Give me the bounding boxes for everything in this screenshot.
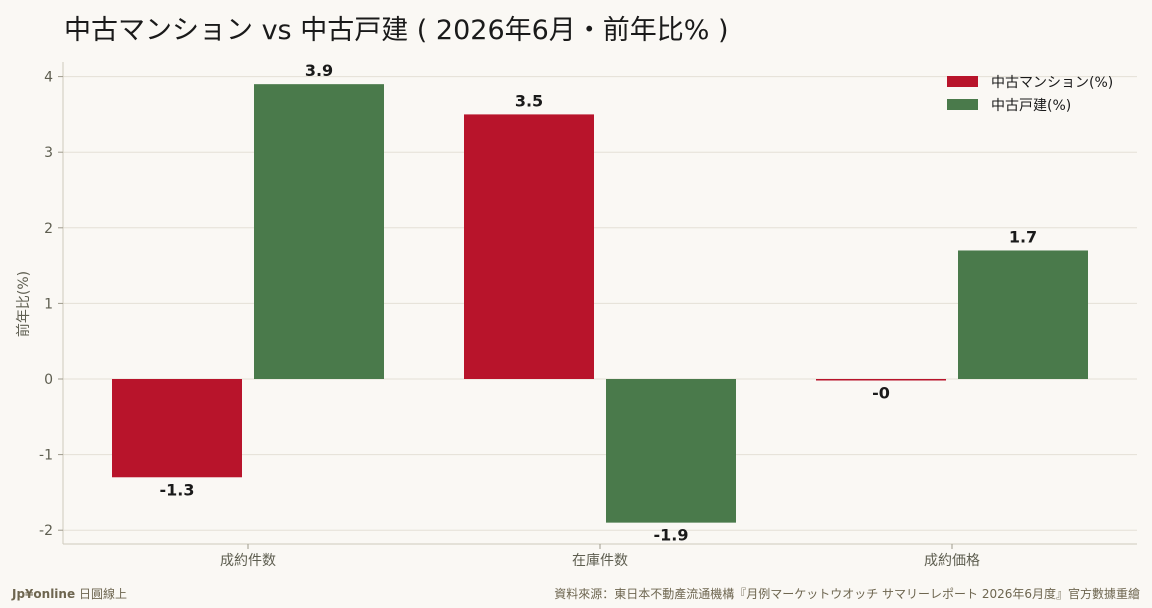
legend-label-house: 中古戸建(%): [991, 98, 1071, 114]
bar: [254, 84, 384, 379]
footer-source: 資料來源：東日本不動產流通機構『月例マーケットウオッチ サマリーレポート 202…: [554, 587, 1140, 601]
chart-title: 中古マンション vs 中古戸建 ( 2026年6月・前年比% ): [64, 15, 729, 46]
bar: [958, 250, 1088, 379]
y-tick-label: 4: [44, 70, 53, 86]
y-tick-label: 1: [44, 296, 53, 312]
bar-value-label: 3.5: [515, 91, 543, 110]
y-tick-label: -1: [39, 448, 53, 464]
bar: [464, 114, 594, 380]
value-labels: -1.3 3.5 -0 3.9 -1.9 1.7: [160, 61, 1038, 544]
y-tick-label: 3: [44, 145, 53, 161]
x-tick-label: 在庫件数: [572, 552, 628, 569]
x-ticks: 成約件数 在庫件数 成約価格: [220, 544, 980, 569]
bar: [816, 379, 946, 381]
bar-value-label: -1.3: [160, 480, 195, 499]
legend-swatch-house: [947, 99, 978, 110]
y-tick-label: 0: [44, 372, 53, 388]
bar: [112, 379, 242, 478]
bar-value-label: 3.9: [305, 61, 333, 80]
y-tick-label: 2: [44, 221, 53, 237]
bars: [112, 84, 1088, 523]
bar-value-label: -0: [872, 384, 890, 403]
legend-label-mansion: 中古マンション(%): [991, 75, 1113, 91]
legend: 中古マンション(%) 中古戸建(%): [947, 75, 1113, 114]
y-ticks: 4 3 2 1 0 -1 -2: [39, 70, 63, 539]
bar-value-label: 1.7: [1009, 227, 1037, 246]
x-tick-label: 成約価格: [924, 553, 980, 569]
brand-suffix: 日圓線上: [78, 587, 127, 601]
brand-name: Jp¥online: [12, 587, 76, 601]
gridlines: [63, 76, 1137, 531]
footer-brand: Jp¥online 日圓線上: [12, 585, 127, 602]
y-tick-label: -2: [39, 523, 53, 539]
y-axis-label: 前年比(%): [15, 271, 32, 337]
legend-swatch-mansion: [947, 76, 978, 87]
bar-value-label: -1.9: [654, 526, 689, 545]
x-tick-label: 成約件数: [220, 553, 276, 569]
bar: [606, 379, 736, 523]
